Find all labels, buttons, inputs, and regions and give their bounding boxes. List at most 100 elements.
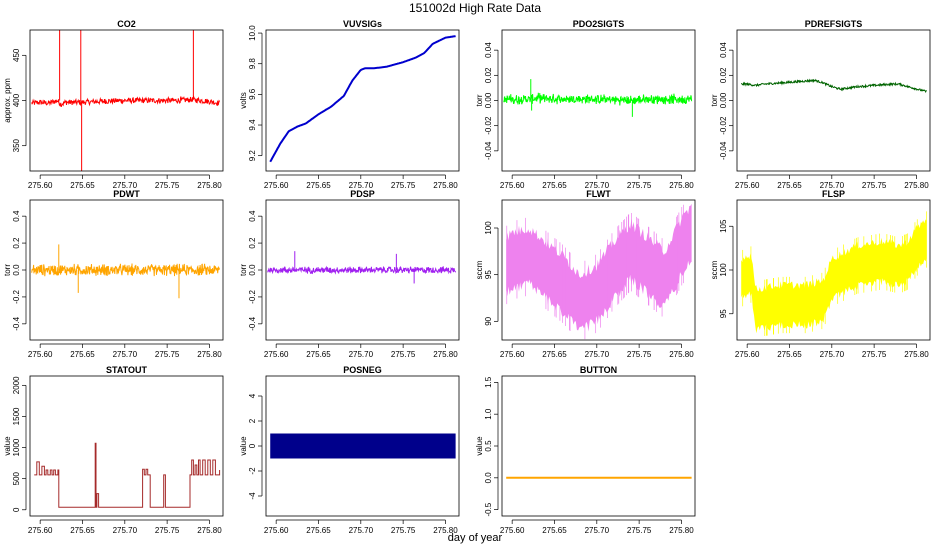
panel-title-co2: CO2 — [117, 19, 136, 29]
y-axis-label-pdwt: torr — [3, 264, 12, 276]
x-tick-label: 275.75 — [155, 526, 180, 535]
line-pdo2sigts — [503, 92, 693, 106]
y-axis-pdrefsigts: -0.04 -0.02 0.00 0.02 0.04 — [719, 42, 734, 160]
x-tick-label: 275.80 — [904, 350, 929, 359]
y-tick-label: -0.4 — [248, 316, 257, 330]
y-tick-label: 2000 — [12, 376, 21, 394]
x-tick-label: 275.65 — [306, 181, 331, 190]
figure-title: 151002d High Rate Data — [408, 1, 542, 15]
x-axis-co2: 275.60 275.65 275.70 275.75 275.80 — [28, 174, 222, 190]
plot-frame-pdsp — [265, 199, 460, 341]
y-tick-label: 0.2 — [12, 237, 21, 249]
panel-title-vuvsigs: VUVSIGs — [343, 19, 382, 29]
panel-title-pdwt: PDWT — [113, 189, 140, 199]
x-tick-label: 275.75 — [627, 350, 652, 359]
x-tick-label: 275.80 — [669, 350, 694, 359]
x-tick-label: 275.60 — [264, 350, 289, 359]
x-axis-pdrefsigts: 275.60 275.65 275.70 275.75 275.80 — [735, 174, 929, 190]
series-pdsp — [267, 251, 457, 284]
y-tick-label: 9.2 — [248, 150, 257, 162]
x-tick-label: 275.60 — [264, 181, 289, 190]
y-tick-label: -0.5 — [484, 502, 493, 516]
y-axis-label-flwt: sccm — [475, 260, 484, 279]
y-tick-label: 95 — [719, 309, 728, 318]
panel-title-pdsp: PDSP — [350, 189, 375, 199]
x-tick-label: 275.70 — [585, 181, 610, 190]
y-tick-label: 0 — [248, 443, 257, 448]
x-tick-label: 275.70 — [349, 526, 374, 535]
y-tick-label: 1500 — [12, 407, 21, 425]
y-tick-label: 1.0 — [484, 408, 493, 420]
y-axis-vuvsigs: 9.2 9.4 9.6 9.8 10.0 — [248, 25, 263, 162]
y-tick-label: 0.00 — [719, 92, 728, 108]
y-tick-label: 500 — [12, 471, 21, 485]
x-axis-vuvsigs: 275.60 275.65 275.70 275.75 275.80 — [264, 174, 458, 190]
x-tick-label: 275.70 — [585, 350, 610, 359]
x-tick-label: 275.65 — [70, 181, 95, 190]
series-pdwt — [31, 244, 221, 299]
panel-title-button: BUTTON — [580, 365, 617, 375]
x-axis-posneg: 275.60 275.65 275.70 275.75 275.80 — [264, 519, 458, 535]
x-tick-label: 275.60 — [735, 181, 760, 190]
panel-pdrefsigts: PDREFSIGTS torr 275.60 275.65 275.70 275.75 27… — [710, 19, 931, 190]
y-tick-label: 95 — [484, 270, 493, 279]
x-tick-label: 275.65 — [70, 526, 95, 535]
panel-title-flsp: FLSP — [822, 189, 845, 199]
series-posneg — [270, 433, 456, 459]
y-tick-label: 10.0 — [248, 25, 257, 41]
x-tick-label: 275.80 — [433, 181, 458, 190]
panel-flwt: FLWT sccm 275.60 275.65 275.70 275.75 275.80 90… — [475, 189, 696, 359]
y-tick-label: -0.02 — [719, 116, 728, 135]
x-tick-label: 275.70 — [113, 181, 138, 190]
series-vuvsigs — [269, 35, 456, 163]
y-tick-label: 105 — [719, 219, 728, 233]
y-tick-label: 9.8 — [248, 58, 257, 70]
panel-title-pdrefsigts: PDREFSIGTS — [805, 19, 863, 29]
band-flsp — [741, 219, 927, 334]
x-tick-label: 275.65 — [306, 526, 331, 535]
plot-frame-flsp — [736, 199, 931, 341]
x-tick-label: 275.65 — [542, 350, 567, 359]
x-tick-label: 275.60 — [500, 350, 525, 359]
panel-pdsp: PDSP torr 275.60 275.65 275.70 275.75 275.80 -0… — [239, 189, 460, 359]
y-axis-button: -0.5 0.0 0.5 1.0 1.5 — [484, 376, 499, 517]
y-tick-label: -0.4 — [12, 316, 21, 330]
series-flwt — [506, 203, 692, 340]
line-co2 — [31, 95, 221, 108]
x-tick-label: 275.65 — [542, 181, 567, 190]
x-tick-label: 275.70 — [349, 181, 374, 190]
y-axis-statout: 0 500 1000 1500 2000 — [12, 376, 27, 512]
panel-title-flwt: FLWT — [586, 189, 611, 199]
y-tick-label: 2 — [248, 418, 257, 423]
y-axis-label-posneg: value — [239, 436, 248, 456]
plot-frame-pdrefsigts — [736, 29, 931, 172]
x-tick-label: 275.65 — [777, 350, 802, 359]
x-tick-label: 275.70 — [820, 181, 845, 190]
y-tick-label: 90 — [484, 316, 493, 325]
y-axis-flsp: 95 100 105 — [719, 219, 734, 318]
y-axis-label-pdrefsigts: torr — [710, 94, 719, 106]
series-flsp — [741, 211, 927, 336]
y-tick-label: 4 — [248, 393, 257, 398]
y-tick-label: 0.4 — [248, 210, 257, 222]
y-axis-co2: 350 400 450 — [12, 48, 27, 152]
plot-frame-flwt — [501, 199, 696, 341]
y-axis-pdo2sigts: -0.04 -0.02 0.00 0.02 0.04 — [484, 42, 499, 160]
plot-frame-co2 — [29, 29, 224, 172]
plot-frame-button — [501, 375, 696, 517]
y-tick-label: 0.5 — [484, 440, 493, 452]
y-tick-label: -0.2 — [248, 289, 257, 303]
x-tick-label: 275.80 — [433, 526, 458, 535]
x-axis-pdwt: 275.60 275.65 275.70 275.75 275.80 — [28, 343, 222, 359]
x-tick-label: 275.70 — [113, 350, 138, 359]
x-axis-statout: 275.60 275.65 275.70 275.75 275.80 — [28, 519, 222, 535]
y-tick-label: 9.4 — [248, 119, 257, 131]
y-axis-label-button: value — [475, 436, 484, 456]
panel-title-statout: STATOUT — [106, 365, 147, 375]
y-tick-label: 0.02 — [484, 67, 493, 83]
x-tick-label: 275.60 — [28, 181, 53, 190]
y-tick-label: 1000 — [12, 438, 21, 456]
line-pdsp — [267, 265, 457, 275]
